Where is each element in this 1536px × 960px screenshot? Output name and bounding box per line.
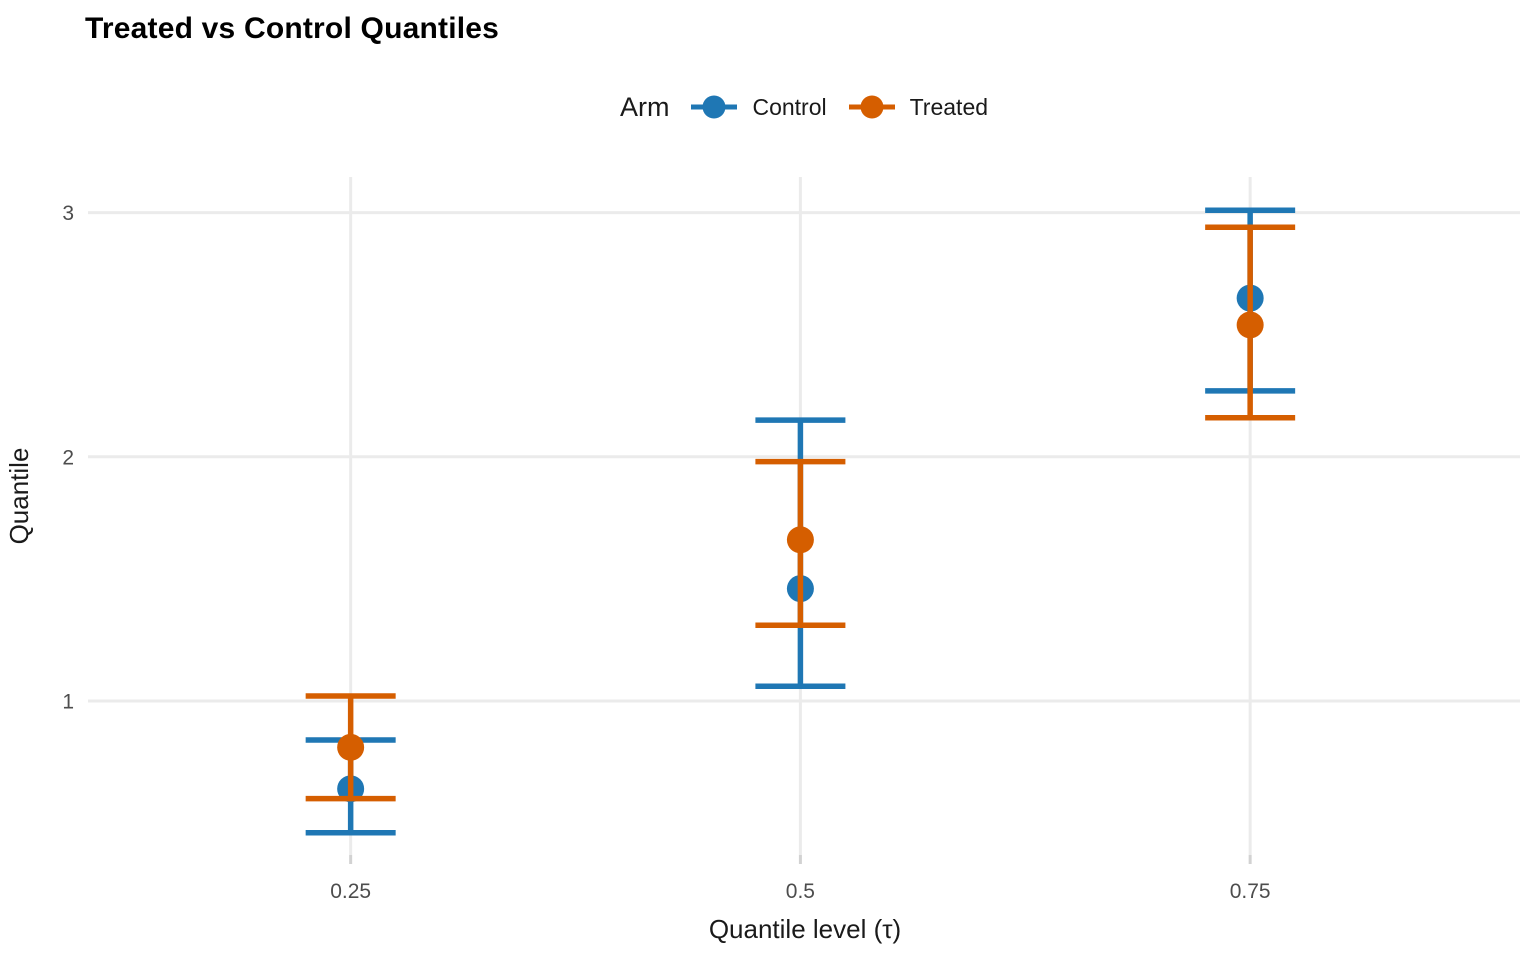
data-series	[305, 207, 1296, 836]
legend: Arm Control Treated	[88, 84, 1520, 130]
gridlines	[88, 177, 1520, 855]
y-tick-label-3: 3	[62, 202, 74, 225]
legend-label: Treated	[909, 93, 989, 120]
axis-tick-labels: 1 2 3 0.25 0.5 0.75	[62, 202, 1270, 903]
x-tick-label-0.75: 0.75	[1230, 880, 1271, 903]
x-tick-label-0.5: 0.5	[786, 880, 815, 903]
point-treated-0.5	[786, 526, 814, 554]
y-axis-title: Quantile	[4, 448, 34, 545]
legend-items: Control Treated	[691, 93, 988, 121]
legend-label: Control	[752, 93, 827, 120]
chart-title: Treated vs Control Quantiles	[85, 12, 500, 45]
point-treated-0.25	[337, 733, 365, 761]
point-treated-0.75	[1236, 311, 1264, 339]
x-axis-ticks	[349, 855, 1252, 864]
x-tick-label-0.25: 0.25	[330, 880, 371, 903]
legend-item-treated: Treated	[848, 93, 989, 121]
x-axis-title: Quantile level (τ)	[709, 914, 901, 944]
pointrange-key-icon	[691, 93, 738, 121]
y-tick-label-2: 2	[62, 446, 74, 469]
legend-item-control: Control	[691, 93, 827, 121]
pointrange-key-icon	[848, 93, 895, 121]
legend-title: Arm	[619, 91, 670, 122]
series-treated	[305, 224, 1296, 802]
y-tick-label-1: 1	[62, 690, 74, 713]
